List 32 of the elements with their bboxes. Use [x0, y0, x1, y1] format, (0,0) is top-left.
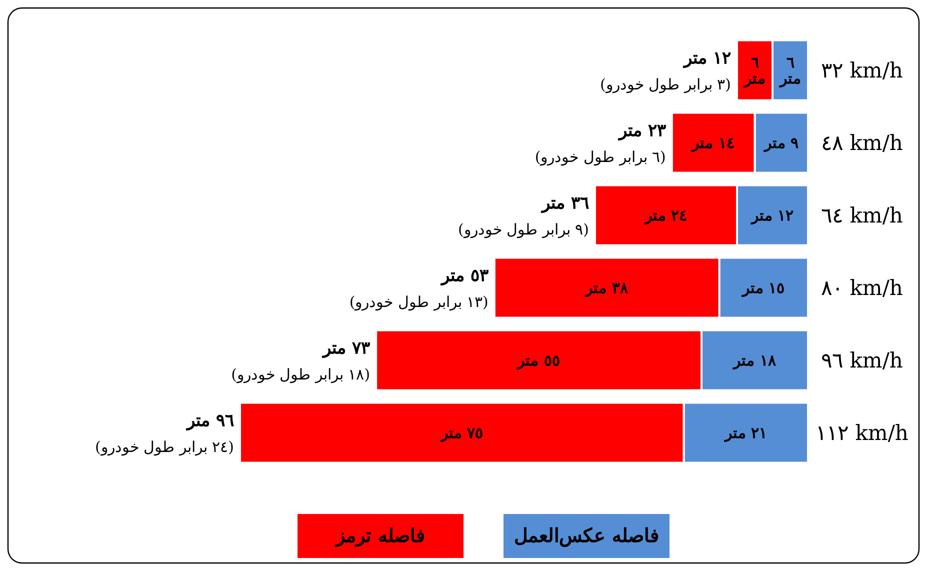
annotation: (٣ برابر طول خودرو) — [600, 75, 731, 94]
total-label: ١٢ متر — [682, 48, 731, 68]
data-label: ٦ متر — [743, 53, 766, 88]
data-label: ٦ متر — [778, 53, 801, 88]
data-label: ١٢ متر — [750, 206, 794, 224]
data-label: ١٤ متر — [691, 134, 734, 152]
y-tick-label: ٣٢ km/h — [821, 58, 903, 82]
data-label: ١٨ متر — [732, 351, 777, 370]
annotation: (١٣ برابر طول خودرو) — [349, 292, 488, 311]
data-label: ١٥ متر — [742, 278, 785, 297]
total-label: ٢٣ متر — [616, 120, 666, 141]
y-tick-label: ٩٦ km/h — [821, 348, 903, 372]
data-label: ٢٤ متر — [644, 206, 688, 224]
data-label: ٩ متر — [763, 134, 798, 152]
total-label: ٣٦ متر — [540, 193, 589, 214]
y-tick-label: ١١٢ km/h — [816, 420, 908, 445]
y-tick-label: ٨٠ km/h — [821, 276, 903, 300]
annotation: (٦ برابر طول خودرو) — [534, 148, 666, 166]
total-label: ٥٣ متر — [439, 266, 488, 286]
annotation: (١٨ برابر طول خودرو) — [231, 365, 370, 384]
data-label: ٧٥ متر — [440, 424, 483, 442]
text: فاصله عکس‌العمل — [514, 525, 659, 547]
total-label: ٩٦ متر — [185, 410, 234, 431]
text: (٢٤ برابر طول خودرو) — [94, 438, 234, 456]
annotation: (٩ برابر طول خودرو) — [458, 220, 589, 238]
y-tick-label: ٦٤ km/h — [821, 203, 903, 228]
y-tick-label: ٤٨ km/h — [821, 130, 903, 155]
data-label: ٣٨ متر — [584, 278, 629, 297]
total-label: ٧٣ متر — [321, 338, 370, 358]
data-label: ٥٥ متر — [516, 351, 560, 370]
data-label: ٢١ متر — [724, 424, 767, 442]
text: فاصله ترمز — [334, 525, 425, 547]
